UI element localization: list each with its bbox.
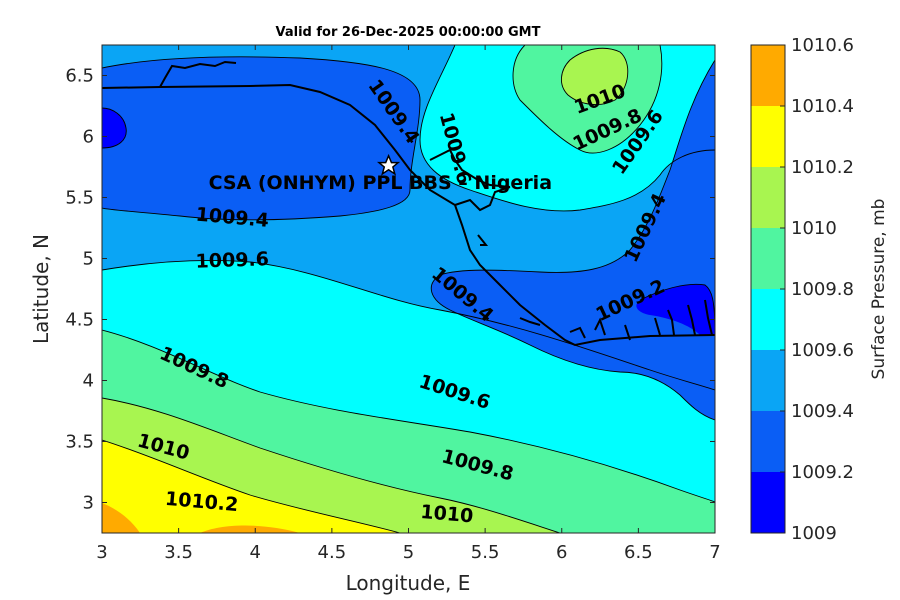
colorbar-tick-label: 1010.6 [791, 35, 854, 56]
contour-line [430, 59, 715, 421]
station-label: CSA (ONHYM) PPL BBS – Nigeria [209, 172, 552, 194]
coastline-line [102, 60, 715, 347]
contour-line [102, 107, 127, 149]
y-tick-label: 3.5 [65, 432, 94, 453]
x-tick-label: 6 [556, 542, 567, 563]
x-axis-label: Longitude, E [346, 571, 471, 595]
colorbar: 1009 1009.2 1009.4 1009.6 1009.8 1010 1010.2 10… [750, 35, 854, 544]
colorbar-swatch [751, 289, 785, 350]
colorbar-tick-label: 1009 [791, 523, 837, 544]
colorbar-swatch [751, 350, 785, 411]
station-marker: CSA (ONHYM) PPL BBS – Nigeria [209, 153, 552, 194]
band-1009-2-southeast [431, 60, 715, 420]
x-tick-label: 3 [96, 542, 107, 563]
star-icon [376, 153, 401, 176]
x-axis: 3 3.5 4 4.5 5 5.5 6 6.5 7 [96, 45, 721, 563]
contour-line [561, 47, 629, 106]
y-tick-label: 6.5 [65, 66, 94, 87]
colorbar-tick-label: 1009.6 [791, 340, 854, 361]
contour-label: 1009.6 [195, 248, 269, 273]
x-tick-label: 4.5 [318, 542, 347, 563]
contour-map [102, 45, 715, 533]
colorbar-swatch [751, 45, 785, 106]
colorbar-tick-label: 1010.2 [791, 157, 854, 178]
band-1010-4-b [200, 525, 300, 533]
y-tick-label: 4.5 [65, 310, 94, 331]
y-tick-label: 3 [83, 493, 94, 514]
contour-line [102, 397, 561, 533]
y-tick-label: 4 [83, 371, 94, 392]
band-1009-east [636, 284, 715, 335]
x-tick-label: 6.5 [624, 542, 653, 563]
x-tick-label: 7 [709, 542, 720, 563]
y-tick-label: 5.5 [65, 188, 94, 209]
x-tick-label: 4 [250, 542, 261, 563]
band-1009-2-northwest [102, 56, 420, 220]
colorbar-swatch [751, 106, 785, 167]
colorbar-label: Surface Pressure, mb [869, 199, 889, 380]
contour-line [419, 45, 715, 212]
contour-line [512, 45, 663, 154]
colorbar-tick-label: 1009.8 [791, 279, 854, 300]
contour-lines [102, 45, 715, 533]
y-axis: 3 3.5 4 4.5 5 5.5 6 6.5 [65, 66, 715, 514]
band-1009-west [102, 108, 127, 148]
y-axis-label: Latitude, N [29, 234, 53, 344]
contour-label: 1010 [420, 501, 475, 528]
x-tick-label: 5.5 [471, 542, 500, 563]
contour-line [102, 439, 401, 533]
x-tick-label: 3.5 [164, 542, 193, 563]
band-1010-4 [102, 503, 140, 533]
colorbar-swatch [751, 228, 785, 289]
x-tick-label: 5 [403, 542, 414, 563]
contour-line [102, 329, 715, 503]
contour-line [639, 283, 715, 336]
colorbar-tick-label: 1009.4 [791, 401, 854, 422]
colorbar-swatch [751, 472, 785, 533]
colorbar-tick-label: 1010.4 [791, 96, 854, 117]
colorbar-tick-label: 1010 [791, 218, 837, 239]
contour-line [102, 260, 715, 391]
colorbar-tick-label: 1009.2 [791, 462, 854, 483]
colorbar-swatch [751, 167, 785, 228]
band-1010-2 [102, 440, 400, 533]
y-tick-label: 6 [83, 127, 94, 148]
colorbar-swatch [751, 411, 785, 472]
band-1010-north [561, 48, 628, 105]
y-tick-label: 5 [83, 249, 94, 270]
chart-title: Valid for 26-Dec-2025 00:00:00 GMT [276, 25, 541, 40]
